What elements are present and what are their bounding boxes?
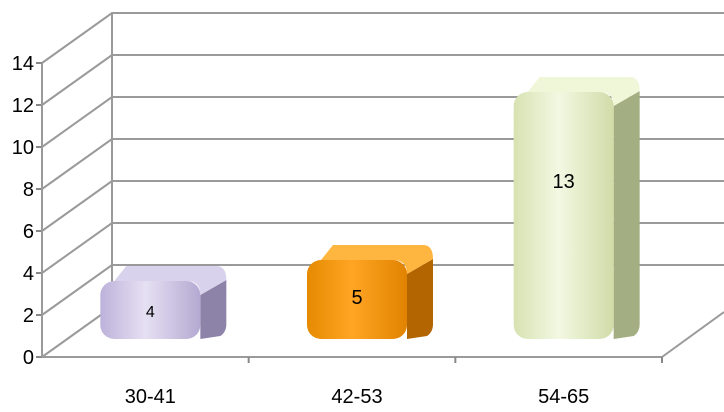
bars: [100, 77, 640, 339]
y-tick-label: 8: [23, 179, 34, 201]
bar-top-face: [114, 266, 227, 295]
bar-front-face: [100, 281, 201, 339]
y-tick-label: 14: [12, 53, 34, 75]
bar-side-face: [613, 91, 640, 339]
y-tick-label: 12: [12, 95, 34, 117]
labels: 0 2 4 6 8 10 12 14 4 30-41 5 42-53 13 54-65: [12, 53, 589, 408]
x-tick-label: 42-53: [331, 386, 382, 408]
bar: [513, 77, 640, 339]
data-label: 13: [553, 171, 575, 193]
x-tick-label: 30-41: [125, 386, 176, 408]
bar-front-face: [513, 92, 614, 339]
y-tick-label: 10: [12, 137, 34, 159]
bar-top-face: [527, 77, 640, 106]
bar-side-face: [407, 259, 433, 339]
bar: [100, 266, 227, 339]
axes: [36, 13, 724, 363]
bar-front-face: [307, 260, 407, 339]
bar-top-face: [321, 245, 433, 274]
y-tick-label: 4: [23, 263, 34, 285]
floor-right-edge: [661, 311, 724, 358]
bar-side-face: [200, 280, 227, 339]
data-label: 4: [146, 304, 155, 321]
y-tick-label: 6: [23, 221, 34, 243]
data-label: 5: [351, 287, 362, 309]
y-tick-label: 0: [23, 347, 34, 369]
y-tick-label: 2: [23, 305, 34, 327]
bar: [307, 245, 433, 339]
x-tick-label: 54-65: [538, 386, 589, 408]
